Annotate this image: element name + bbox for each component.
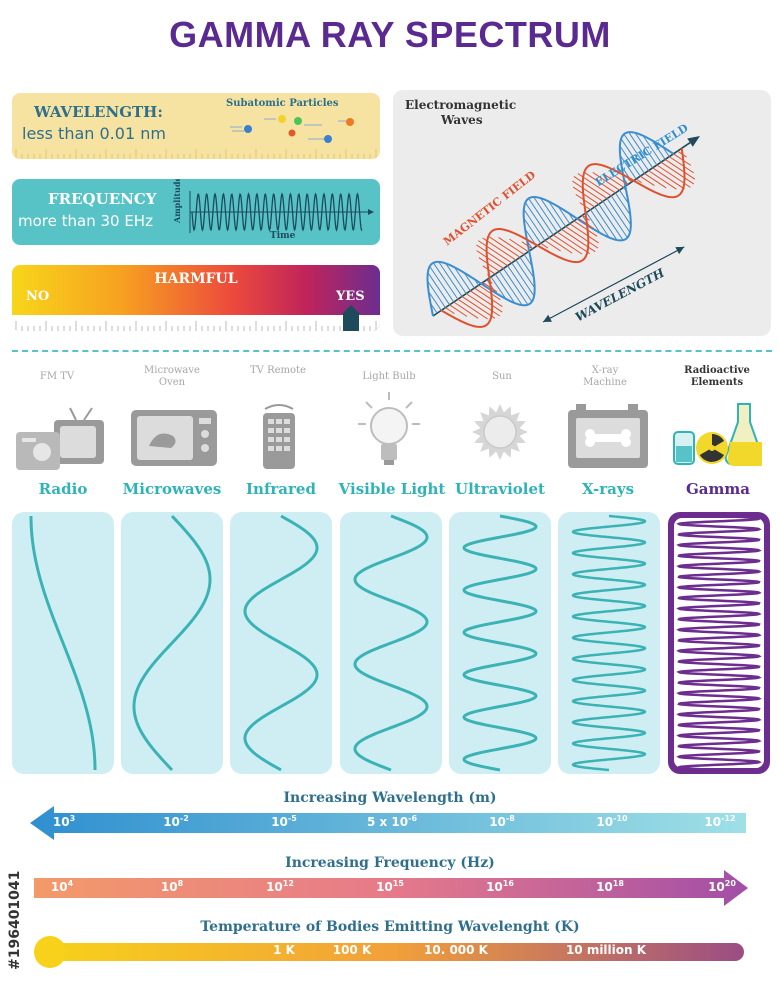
frequency-tick: 1015 [376,879,404,894]
band-label-microwaves: Microwaves [122,480,222,498]
wavelength-value: less than 0.01 nm [22,124,166,143]
frequency-scale-arrow [34,870,748,906]
subatomic-particles-icon [230,115,354,143]
wavelength-tick: 10-5 [271,814,297,829]
wave-panel-infrared [230,512,332,774]
band-label-infrared: Infrared [246,480,316,498]
frequency-scale-title: Increasing Frequency (Hz) [285,855,495,871]
band-label-xrays: X-rays [581,480,635,498]
band-label-radio: Radio [38,480,88,498]
wavelength-label: WAVELENGTH: [34,103,163,121]
band-label-ultraviolet: Ultraviolet [455,480,545,498]
sun-icon [472,404,528,460]
source-label-microwave: Microwave Oven [144,365,200,388]
band-label-gamma: Gamma [686,480,750,498]
wavelength-tick: 10-10 [596,814,628,829]
em-title-line1: Electromagnetic [405,98,517,112]
source-label-uv: Sun [492,371,512,382]
microwave-oven-icon [131,410,217,466]
frequency-tick: 1016 [486,879,514,894]
harmful-ruler [12,315,380,331]
harmful-card: HARMFUL NO YES [12,265,380,331]
harmful-level-marker [342,305,359,331]
wavelength-ruler [15,149,377,159]
wave-ultraviolet [462,514,538,772]
radioactive-elements-icon [673,403,762,467]
svg-text:#196401041: #196401041 [7,871,23,970]
light-bulb-icon [358,392,420,465]
em-title-line2: Waves [441,113,483,127]
wave-infrared [243,514,319,772]
wavelength-tick: 10-12 [704,814,736,829]
harmful-no-label: NO [26,289,50,304]
wave-gamma [676,514,762,772]
wave-panel-ultraviolet [449,512,551,774]
wave-panel-xrays [558,512,660,774]
source-label-radio: FM TV [39,371,75,382]
frequency-tick: 108 [160,879,184,894]
harmful-label: HARMFUL [154,271,238,287]
source-label-xray: X-ray Machine [583,365,627,388]
wavelength-card: WAVELENGTH: less than 0.01 nm Subatomic … [12,93,380,159]
radio-tv-icon [16,407,104,470]
wavelength-tick: 5 x 10-6 [366,814,418,829]
frequency-label: FREQUENCY [48,190,157,208]
wave-panel-radio [12,512,114,774]
page-title: GAMMA RAY SPECTRUM [169,14,611,55]
temperature-tick: 1 K [273,943,295,957]
frequency-card: FREQUENCY more than 30 EHz Amplitude Tim… [12,179,380,245]
band-label-visible-light: Visible Light [338,480,446,498]
temperature-tick: 10. 000 K [424,943,488,957]
wave-microwaves [132,514,212,772]
wavelength-tick: 10-8 [489,814,515,829]
time-axis-label: Time [270,231,296,241]
temperature-tick: 100 K [332,943,372,957]
source-label-visible: Light Bulb [362,371,416,382]
section-divider [12,350,772,352]
harmful-yes-label: YES [336,289,365,304]
frequency-tick: 1012 [266,879,294,894]
source-label-infrared: TV Remote [250,365,306,376]
xray-machine-icon [568,404,648,468]
amplitude-axis-label: Amplitude [172,179,182,223]
wave-panel-visible-light [340,512,442,774]
wave-xrays [571,514,647,772]
temperature-tick: 10 million K [565,943,647,957]
side-id-text: #196401041 [7,871,23,970]
wave-panel-gamma [668,512,770,774]
particles-label: Subatomic Particles [226,98,339,109]
temperature-scale-title: Temperature of Bodies Emitting Wavelengh… [200,919,580,935]
wave-visible-light [353,514,429,772]
frequency-tick: 1018 [596,879,624,894]
wave-panel-microwaves [121,512,223,774]
em-waves-diagram [426,131,700,328]
tv-remote-icon [263,404,295,469]
source-label-gamma: Radioactive Elements [684,365,750,388]
frequency-value: more than 30 EHz [18,212,153,230]
wavelength-tick: 103 [52,814,76,829]
wavelength-scale-title: Increasing Wavelength (m) [283,790,497,806]
wavelength-tick: 10-2 [163,814,189,829]
frequency-tick: 1020 [708,879,736,894]
wavelength-scale-arrow [30,806,746,840]
temperature-scale-bar [34,936,744,968]
em-waves-card: Electromagnetic Waves ELECTRIC FIELD MAG… [393,90,771,336]
wave-radio [29,516,97,770]
frequency-tick: 104 [50,879,74,894]
frequency-wave-chart [189,191,374,233]
